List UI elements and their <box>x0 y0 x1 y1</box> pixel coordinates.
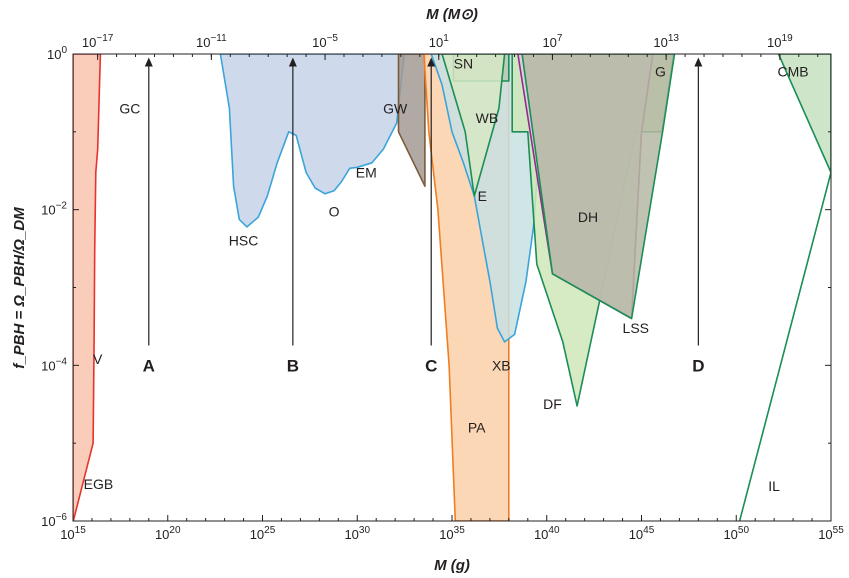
region-label-v: V <box>93 351 103 367</box>
region-gw <box>397 54 426 187</box>
arrow-label-c: C <box>425 356 437 375</box>
region-label-wb: WB <box>476 110 499 126</box>
region-label-lss: LSS <box>623 320 649 336</box>
region-label-sn: SN <box>454 56 473 72</box>
arrow-d-head <box>694 57 703 67</box>
y-tick-label: 10−6 <box>41 512 67 529</box>
y-axis-title: f_PBH = Ω_PBH/Ω_DM <box>11 207 28 369</box>
x-tick-label: 1025 <box>250 525 276 542</box>
arrow-label-d: D <box>692 356 704 375</box>
region-label-e: E <box>478 188 487 204</box>
x-tick-label: 1040 <box>534 525 560 542</box>
x2-tick-label: 1013 <box>653 33 679 50</box>
x-tick-label: 1020 <box>155 525 181 542</box>
arrow-b-head <box>288 57 297 67</box>
x2-tick-label: 10−5 <box>312 33 338 50</box>
region-egb-v-gc <box>73 54 102 521</box>
x-tick-label: 1035 <box>439 525 465 542</box>
top-axis-title: M (M⊙) <box>426 6 478 23</box>
region-label-pa: PA <box>468 419 486 435</box>
arrow-c-head <box>427 57 436 67</box>
region-label-cmb: CMB <box>778 63 809 79</box>
y-tick-label: 10−2 <box>41 201 67 218</box>
x-axis-title: M (g) <box>434 557 470 574</box>
region-cmb <box>777 54 831 174</box>
x2-tick-label: 107 <box>542 33 562 50</box>
mass-window-arrows: A B C D <box>143 57 704 375</box>
region-labels: GC V EGB HSC O EM GW SN WB E G CMB DH LSS XB DF PA IL <box>84 56 809 494</box>
region-label-egb: EGB <box>84 476 114 492</box>
x-tick-label: 1015 <box>60 525 86 542</box>
arrow-label-b: B <box>287 356 299 375</box>
x2-tick-label: 1019 <box>767 33 793 50</box>
region-il <box>738 172 831 521</box>
y-tick-label: 100 <box>47 45 67 62</box>
arrow-a-head <box>144 57 153 67</box>
x-tick-label: 1030 <box>344 525 370 542</box>
region-label-gc: GC <box>119 100 140 116</box>
region-label-il: IL <box>768 478 780 494</box>
arrow-label-a: A <box>143 356 155 375</box>
region-label-xb: XB <box>492 357 511 373</box>
region-label-o: O <box>329 203 340 219</box>
region-e <box>441 54 506 197</box>
x2-tick-label: 10−17 <box>82 33 114 50</box>
region-label-hsc: HSC <box>229 233 259 249</box>
region-label-df: DF <box>543 396 562 412</box>
region-label-dh: DH <box>578 209 598 225</box>
x-tick-label: 1055 <box>818 525 844 542</box>
axis-ticks: 1015 1020 1025 1030 1035 1040 1045 1050 1055 10−1… <box>41 33 844 542</box>
constraint-regions <box>73 54 831 521</box>
region-label-gw: GW <box>383 100 408 116</box>
x-tick-label: 1045 <box>629 525 655 542</box>
x2-tick-label: 10−11 <box>196 33 227 50</box>
region-label-g: G <box>655 63 666 79</box>
x2-tick-label: 101 <box>429 33 449 50</box>
region-g <box>521 54 676 320</box>
region-hsc-o-em <box>219 54 406 228</box>
y-tick-label: 10−4 <box>41 356 67 373</box>
region-label-em: EM <box>356 165 377 181</box>
x-tick-label: 1050 <box>723 525 749 542</box>
